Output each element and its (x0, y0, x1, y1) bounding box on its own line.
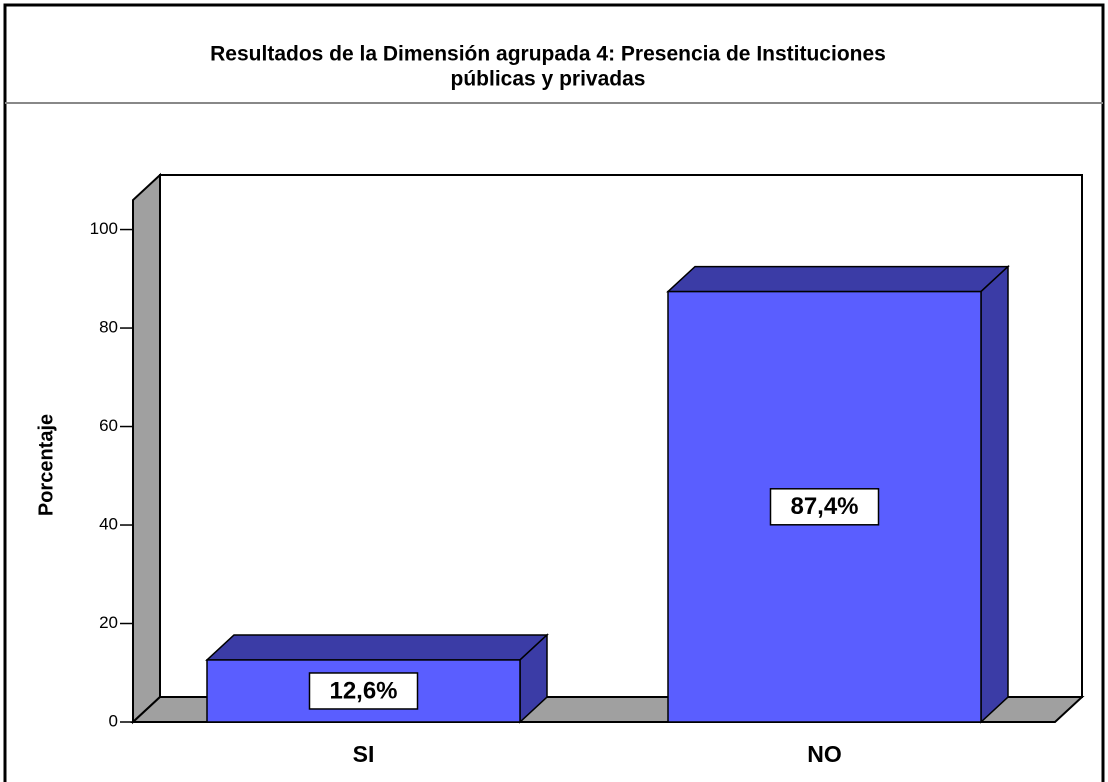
bar-side (980, 264, 1009, 724)
y-tick-label: 80 (99, 318, 118, 337)
y-axis-label: Porcentaje (35, 414, 57, 516)
bar (206, 659, 521, 723)
chart-title: Resultados de la Dimensión agrupada 4: P… (210, 43, 886, 66)
y-tick-label: 40 (99, 515, 118, 534)
y-tick-label: 60 (99, 416, 118, 435)
value-label-box (308, 672, 419, 710)
value-label-box (769, 488, 880, 526)
bar-top (205, 634, 549, 661)
chart-title: públicas y privadas (451, 68, 646, 91)
value-label: 12,6% (329, 677, 397, 704)
y-tick-label: 100 (90, 219, 118, 238)
x-tick-label: NO (807, 741, 842, 767)
value-label: 87,4% (790, 493, 858, 520)
y-tick-label: 0 (109, 711, 118, 730)
x-tick-label: SI (353, 741, 375, 767)
side-wall (132, 172, 161, 725)
y-tick-label: 20 (99, 613, 118, 632)
bar-top (666, 265, 1010, 293)
